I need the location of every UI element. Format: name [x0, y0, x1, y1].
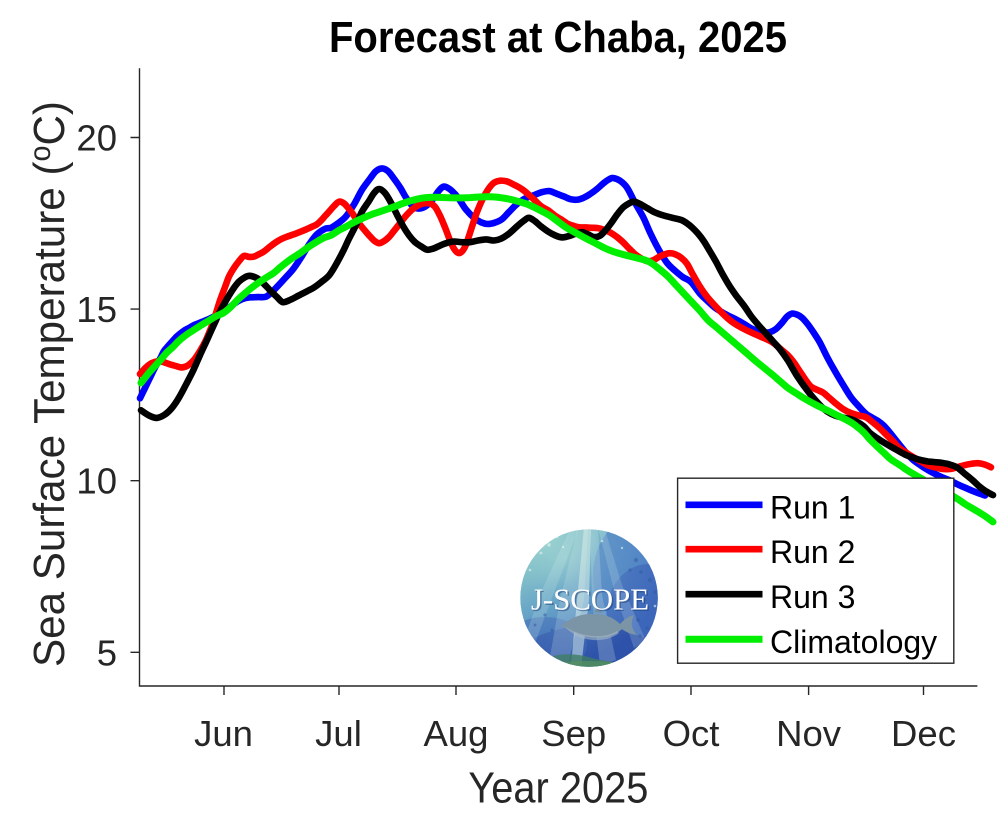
- svg-text:J-SCOPE: J-SCOPE: [533, 583, 651, 618]
- svg-text:Forecast at Chaba, 2025: Forecast at Chaba, 2025: [329, 13, 787, 62]
- svg-text:5: 5: [97, 632, 117, 673]
- svg-text:20: 20: [76, 118, 117, 159]
- svg-text:Year 2025: Year 2025: [468, 764, 648, 813]
- svg-text:Jul: Jul: [315, 713, 362, 754]
- svg-text:Jun: Jun: [194, 713, 253, 754]
- svg-text:Sea Surface Temperature (oC): Sea Surface Temperature (oC): [24, 101, 74, 667]
- svg-text:Run 3: Run 3: [770, 579, 855, 615]
- svg-text:Aug: Aug: [424, 713, 489, 754]
- svg-text:J-SCOPE: J-SCOPE: [531, 582, 649, 617]
- svg-text:Dec: Dec: [891, 713, 956, 754]
- svg-text:Run 1: Run 1: [770, 490, 855, 526]
- svg-text:15: 15: [76, 289, 117, 330]
- svg-text:Climatology: Climatology: [770, 624, 937, 660]
- svg-text:Oct: Oct: [663, 713, 720, 754]
- svg-text:Run 2: Run 2: [770, 534, 855, 570]
- svg-text:Nov: Nov: [776, 713, 842, 754]
- svg-text:10: 10: [76, 461, 117, 502]
- svg-text:Sep: Sep: [541, 713, 606, 754]
